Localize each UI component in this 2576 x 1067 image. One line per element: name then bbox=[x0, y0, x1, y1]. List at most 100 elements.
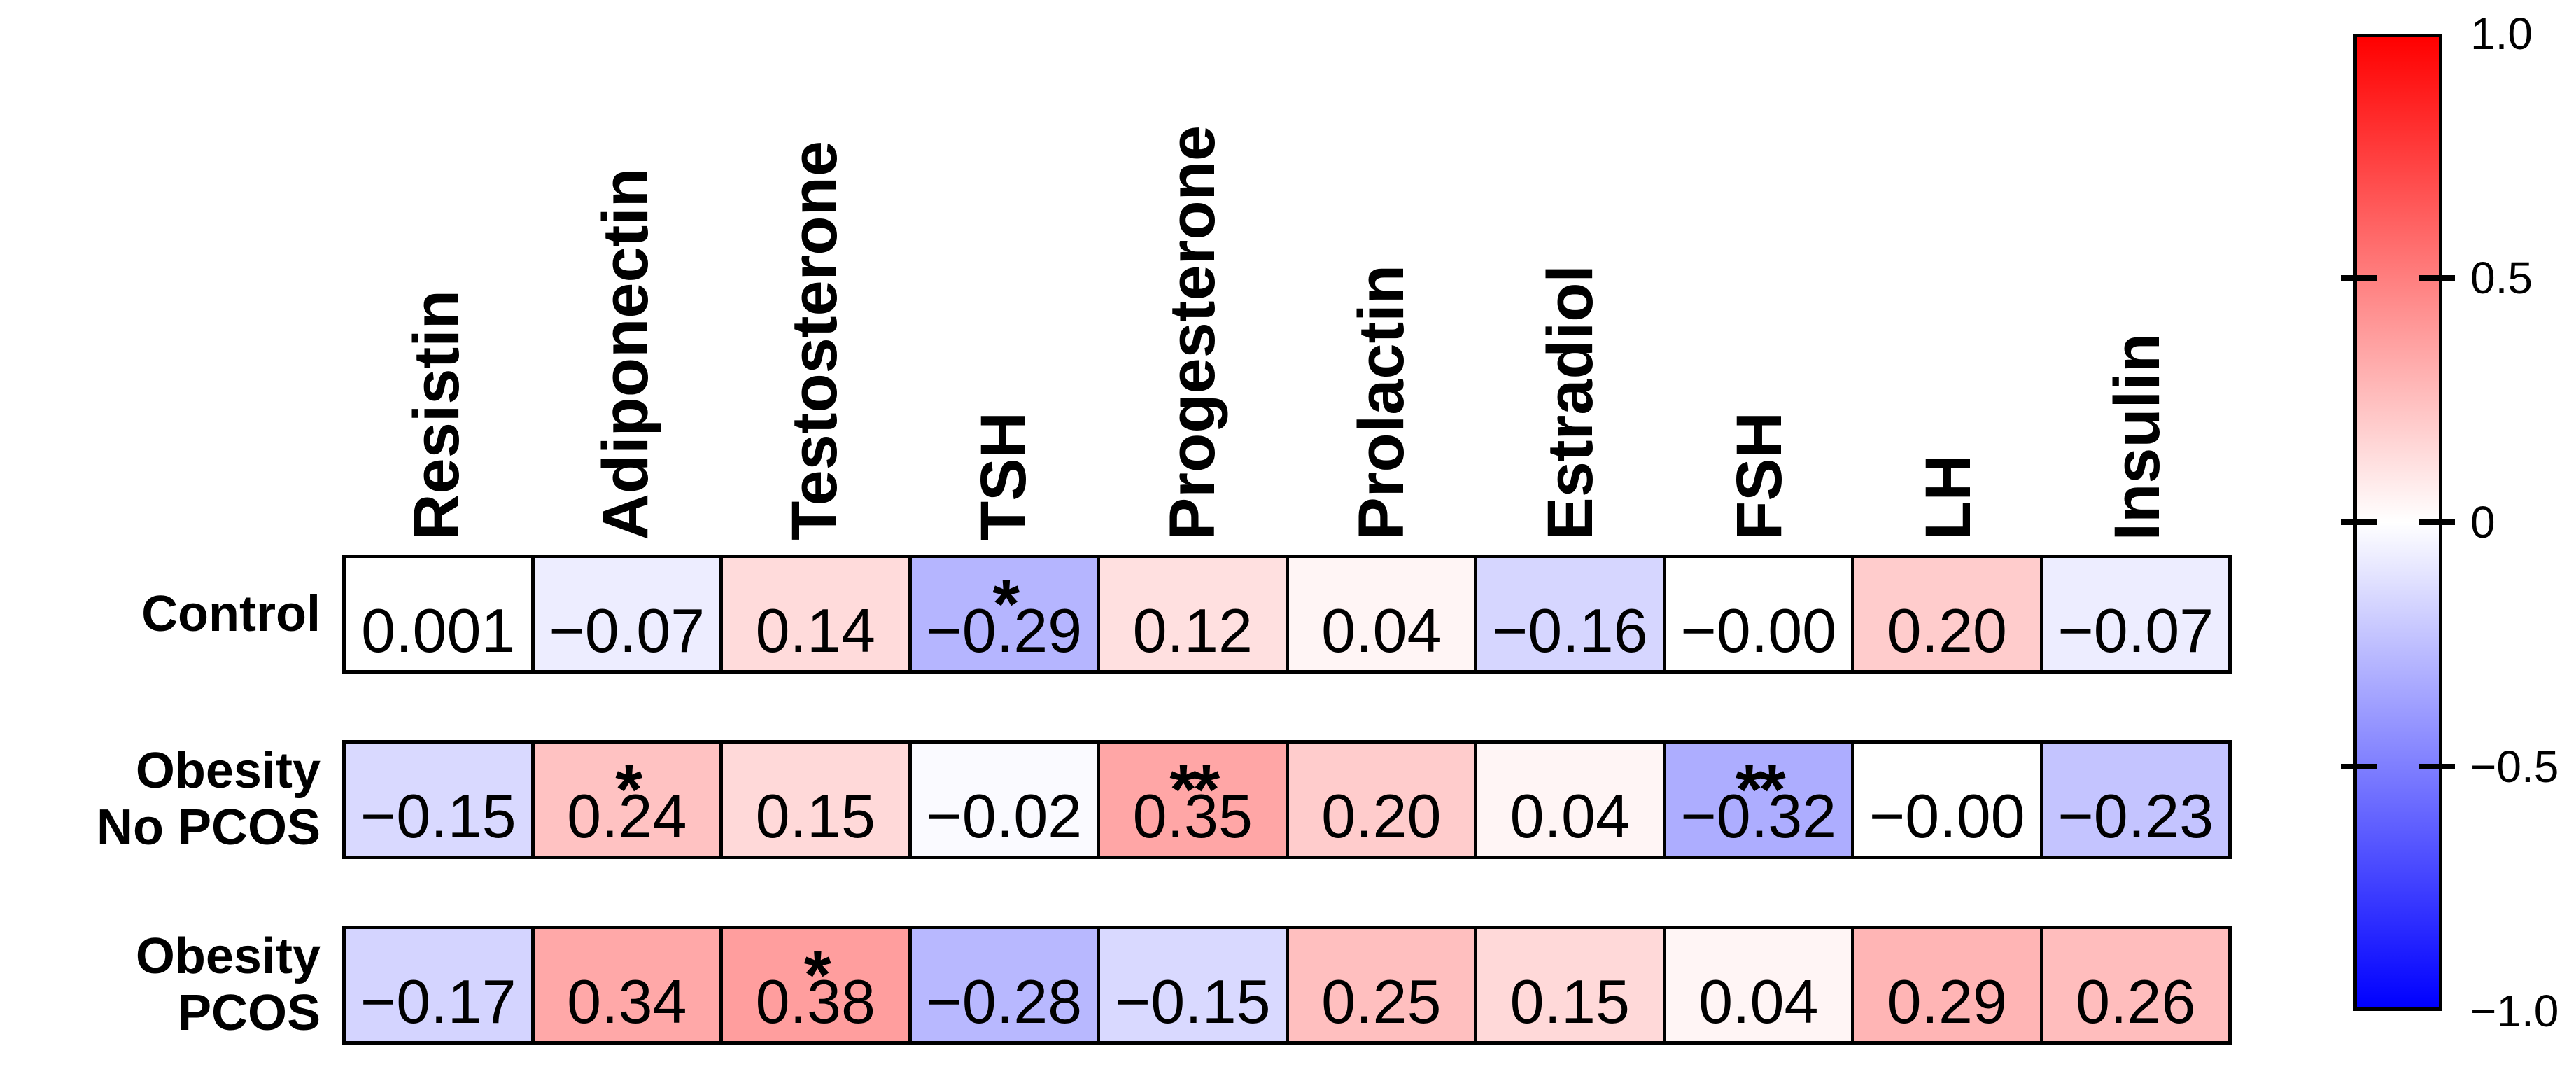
cell-value: −0.28 bbox=[926, 967, 1083, 1036]
cell-value: 0.04 bbox=[1698, 967, 1819, 1036]
column-header-label: Adiponectin bbox=[590, 168, 661, 541]
heatmap-cell: 0.20 bbox=[1288, 744, 1477, 856]
heatmap-row: −0.17 0.34 * 0.38 −0.28 −0.15 0.25 0.15 0.04 0.29… bbox=[342, 926, 2232, 1045]
heatmap-cell: 0.15 bbox=[723, 744, 912, 856]
cell-value: −0.15 bbox=[360, 781, 516, 851]
cell-value: 0.29 bbox=[1887, 967, 2007, 1036]
cell-value: −0.32 bbox=[1680, 781, 1837, 851]
heatmap-cell: −0.00 bbox=[1854, 744, 2043, 856]
heatmap-cell: * 0.38 bbox=[723, 929, 912, 1041]
column-header-label: Insulin bbox=[2102, 333, 2173, 541]
significance-marker: ** bbox=[1169, 751, 1220, 829]
heatmap-cell: −0.02 bbox=[911, 744, 1100, 856]
row-label-line: No PCOS bbox=[96, 800, 321, 856]
heatmap-cell: ** −0.32 bbox=[1666, 744, 1854, 856]
heatmap-cell: 0.04 bbox=[1288, 558, 1477, 670]
cell-value: −0.02 bbox=[926, 781, 1083, 851]
cell-value: 0.26 bbox=[2076, 967, 2196, 1036]
colorbar-tick-label: −0.5 bbox=[2470, 741, 2559, 792]
column-header-adiponectin: Adiponectin bbox=[584, 0, 668, 541]
colorbar-tick-label: 0.5 bbox=[2470, 253, 2533, 303]
column-header-label: TSH bbox=[968, 412, 1039, 541]
cell-value: −0.07 bbox=[549, 596, 705, 665]
colorbar-tick-label: −1.0 bbox=[2470, 986, 2559, 1036]
cell-value: 0.001 bbox=[361, 596, 516, 665]
cell-value: 0.14 bbox=[755, 596, 875, 665]
column-header-label: LH bbox=[1913, 454, 1984, 541]
heatmap-cell: 0.25 bbox=[1288, 929, 1477, 1041]
heatmap-cell: −0.15 bbox=[1100, 929, 1289, 1041]
column-header-label: Estradiol bbox=[1535, 265, 1606, 541]
column-header-resistin: Resistin bbox=[395, 0, 479, 541]
significance-marker: * bbox=[803, 936, 831, 1014]
column-header-lh: LH bbox=[1906, 0, 1990, 541]
colorbar-tick bbox=[2341, 275, 2377, 281]
cell-value: −0.00 bbox=[1868, 781, 2025, 851]
cell-value: 0.20 bbox=[1321, 781, 1442, 851]
heatmap-cell: * 0.24 bbox=[534, 744, 723, 856]
cell-value: 0.25 bbox=[1321, 967, 1442, 1036]
cell-value: −0.17 bbox=[360, 967, 516, 1036]
colorbar-tick bbox=[2419, 519, 2455, 525]
colorbar-tick bbox=[2419, 764, 2455, 769]
heatmap-cell: 0.29 bbox=[1854, 929, 2043, 1041]
colorbar-tick bbox=[2419, 275, 2455, 281]
column-header-label: Testosterone bbox=[779, 141, 850, 541]
heatmap-cell: * −0.29 bbox=[911, 558, 1100, 670]
cell-value: −0.07 bbox=[2057, 596, 2214, 665]
heatmap-cell: 0.04 bbox=[1666, 929, 1854, 1041]
heatmap-cell: 0.001 bbox=[346, 558, 535, 670]
column-header-label: Progesterone bbox=[1157, 125, 1228, 541]
cell-value: 0.34 bbox=[567, 967, 687, 1036]
column-header-estradiol: Estradiol bbox=[1528, 0, 1612, 541]
heatmap-cell: −0.23 bbox=[2043, 744, 2228, 856]
cell-value: 0.12 bbox=[1132, 596, 1253, 665]
heatmap-cell: 0.34 bbox=[534, 929, 723, 1041]
heatmap-cell: −0.15 bbox=[346, 744, 535, 856]
heatmap-cell: 0.20 bbox=[1854, 558, 2043, 670]
heatmap-row: −0.15 * 0.24 0.15 −0.02 ** 0.35 0.20 0.04 ** −0.32… bbox=[342, 740, 2232, 859]
column-header-testosterone: Testosterone bbox=[773, 0, 857, 541]
significance-marker: ** bbox=[1735, 751, 1786, 829]
row-label-control: Control bbox=[6, 555, 321, 674]
column-header-tsh: TSH bbox=[962, 0, 1046, 541]
column-header-prolactin: Prolactin bbox=[1339, 0, 1423, 541]
cell-value: 0.15 bbox=[755, 781, 875, 851]
row-label-line: Obesity bbox=[135, 743, 321, 800]
column-header-insulin: Insulin bbox=[2095, 0, 2179, 541]
heatmap-cell: −0.28 bbox=[911, 929, 1100, 1041]
cell-value: 0.24 bbox=[567, 781, 687, 851]
row-label-obesity-pcos: Obesity PCOS bbox=[6, 926, 321, 1045]
heatmap-cell: −0.07 bbox=[534, 558, 723, 670]
cell-value: −0.15 bbox=[1114, 967, 1271, 1036]
colorbar-tick bbox=[2341, 519, 2377, 525]
heatmap-cell: −0.00 bbox=[1666, 558, 1854, 670]
column-header-progesterone: Progesterone bbox=[1150, 0, 1234, 541]
cell-value: 0.04 bbox=[1509, 781, 1630, 851]
heatmap-cell: 0.14 bbox=[723, 558, 912, 670]
row-label-line: Control bbox=[141, 585, 321, 642]
heatmap-cell: 0.04 bbox=[1477, 744, 1666, 856]
heatmap-cell: −0.07 bbox=[2043, 558, 2228, 670]
row-label-line: PCOS bbox=[177, 985, 321, 1041]
heatmap-cell: −0.16 bbox=[1477, 558, 1666, 670]
column-header-label: FSH bbox=[1724, 412, 1795, 541]
cell-value: −0.16 bbox=[1491, 596, 1648, 665]
heatmap-cell: 0.12 bbox=[1100, 558, 1289, 670]
cell-value: 0.35 bbox=[1132, 781, 1253, 851]
heatmap-cell: −0.17 bbox=[346, 929, 535, 1041]
colorbar-tick bbox=[2341, 764, 2377, 769]
cell-value: −0.23 bbox=[2057, 781, 2214, 851]
cell-value: −0.00 bbox=[1680, 596, 1837, 665]
heatmap-cell: ** 0.35 bbox=[1100, 744, 1289, 856]
colorbar-tick-label: 1.0 bbox=[2470, 8, 2533, 59]
heatmap-cell: 0.15 bbox=[1477, 929, 1666, 1041]
significance-marker: * bbox=[992, 565, 1020, 643]
cell-value: −0.29 bbox=[926, 596, 1083, 665]
significance-marker: * bbox=[615, 751, 642, 829]
column-header-fsh: FSH bbox=[1717, 0, 1801, 541]
row-label-obesity-no-pcos: Obesity No PCOS bbox=[6, 740, 321, 859]
column-header-label: Prolactin bbox=[1346, 265, 1417, 541]
column-header-label: Resistin bbox=[401, 290, 472, 541]
